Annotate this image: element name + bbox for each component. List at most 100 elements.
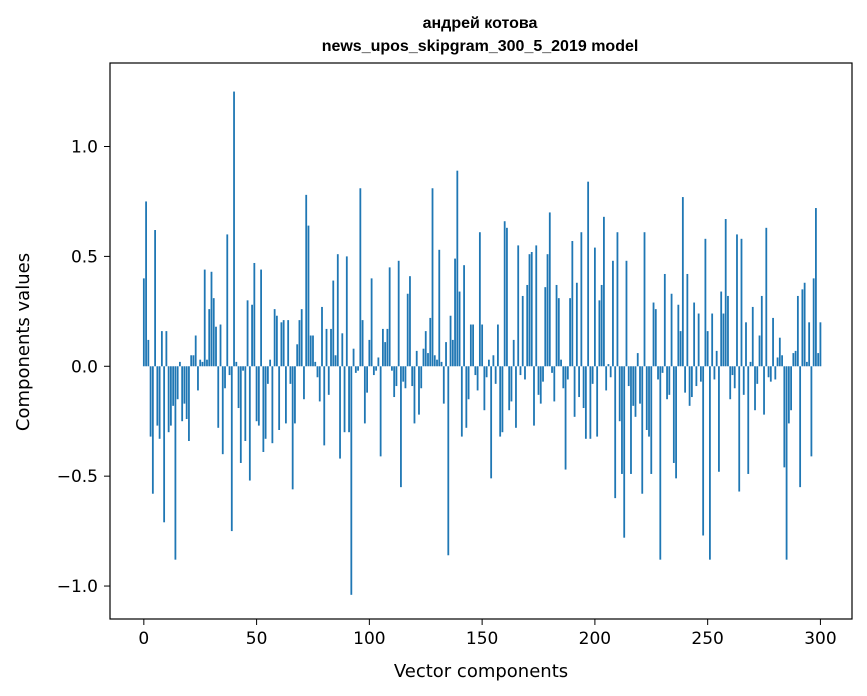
bar-35 (221, 366, 224, 455)
bar-289 (794, 350, 797, 367)
bar-13 (172, 366, 175, 406)
bar-165 (515, 366, 517, 428)
bar-227 (654, 309, 657, 367)
chart-subtitle: news_upos_skipgram_300_5_2019 model (322, 38, 639, 55)
bar-81 (325, 328, 328, 367)
bar-192 (575, 282, 578, 367)
bar-298 (815, 208, 817, 367)
bar-296 (810, 366, 813, 457)
bar-27 (203, 269, 206, 367)
bar-138 (454, 258, 456, 367)
bar-265 (740, 238, 743, 367)
bar-6 (156, 366, 159, 426)
bar-283 (781, 355, 783, 367)
bar-274 (760, 295, 763, 367)
bar-47 (248, 366, 251, 481)
bar-11 (167, 366, 170, 433)
bar-216 (630, 366, 632, 474)
bar-68 (296, 344, 299, 367)
bar-183 (555, 284, 558, 367)
bar-154 (490, 366, 493, 479)
bar-101 (370, 278, 373, 367)
bar-247 (699, 366, 702, 382)
bar-245 (695, 366, 698, 387)
ticks-group: 0 50 100 150 200 250 300 −1.0 −0.5 0.0 0.5 1.0 (57, 138, 837, 649)
bar-261 (731, 366, 734, 376)
bar-238 (679, 331, 682, 367)
bar-185 (560, 359, 562, 367)
bar-141 (460, 366, 463, 437)
bar-148 (476, 366, 479, 391)
bar-12 (169, 366, 172, 426)
bar-262 (733, 366, 736, 389)
bar-236 (675, 366, 677, 479)
bar-253 (713, 366, 716, 380)
bar-39 (230, 366, 233, 532)
bar-125 (424, 331, 427, 367)
bar-176 (539, 366, 542, 404)
bar-167 (519, 366, 522, 376)
bar-43 (239, 366, 242, 463)
bar-99 (366, 366, 368, 393)
x-tick-label: 50 (246, 629, 268, 649)
bar-98 (363, 366, 366, 424)
x-tick-label: 100 (353, 629, 385, 649)
bar-266 (742, 366, 745, 395)
bar-57 (271, 366, 274, 444)
bar-9 (163, 366, 166, 523)
bar-40 (233, 91, 235, 367)
bar-210 (616, 232, 619, 367)
bar-194 (580, 232, 583, 367)
bar-10 (165, 331, 168, 367)
bar-150 (481, 324, 484, 367)
bar-45 (244, 366, 247, 441)
bar-164 (512, 339, 515, 367)
bar-109 (388, 267, 391, 367)
bar-15 (176, 366, 179, 400)
bar-221 (641, 366, 644, 494)
bar-278 (769, 366, 772, 382)
bar-31 (212, 298, 215, 367)
bar-244 (693, 302, 696, 367)
bar-169 (524, 366, 526, 380)
bar-172 (530, 252, 533, 367)
bar-199 (591, 366, 594, 384)
bar-166 (517, 245, 520, 367)
bar-188 (566, 366, 569, 380)
bar-252 (711, 313, 714, 367)
bar-88 (341, 333, 344, 367)
bar-182 (553, 366, 556, 402)
bar-285 (785, 366, 788, 560)
bar-96 (359, 188, 362, 367)
bar-268 (747, 366, 750, 474)
bar-73 (307, 225, 310, 367)
bar-129 (433, 355, 436, 367)
bar-207 (609, 366, 612, 378)
bar-78 (318, 366, 321, 402)
bar-41 (235, 361, 238, 367)
bar-126 (427, 353, 429, 367)
bar-234 (670, 293, 673, 367)
bar-203 (600, 284, 603, 367)
bar-269 (749, 361, 752, 367)
bar-48 (251, 304, 253, 367)
bar-122 (418, 366, 420, 415)
bar-270 (751, 306, 754, 367)
bar-38 (228, 366, 231, 376)
bar-113 (397, 260, 400, 367)
bar-264 (738, 366, 741, 492)
bar-293 (803, 282, 806, 367)
bar-117 (406, 293, 409, 367)
bar-256 (720, 291, 723, 367)
x-axis-label: Vector components (394, 661, 568, 682)
x-tick-label: 300 (804, 629, 836, 649)
bar-232 (666, 366, 668, 400)
bar-30 (210, 271, 213, 367)
bar-195 (582, 366, 585, 409)
bar-177 (542, 366, 544, 382)
bar-152 (485, 366, 488, 378)
bar-134 (445, 342, 447, 367)
bar-246 (697, 313, 700, 367)
bar-60 (278, 366, 281, 430)
y-tick-label: −1.0 (57, 577, 98, 597)
